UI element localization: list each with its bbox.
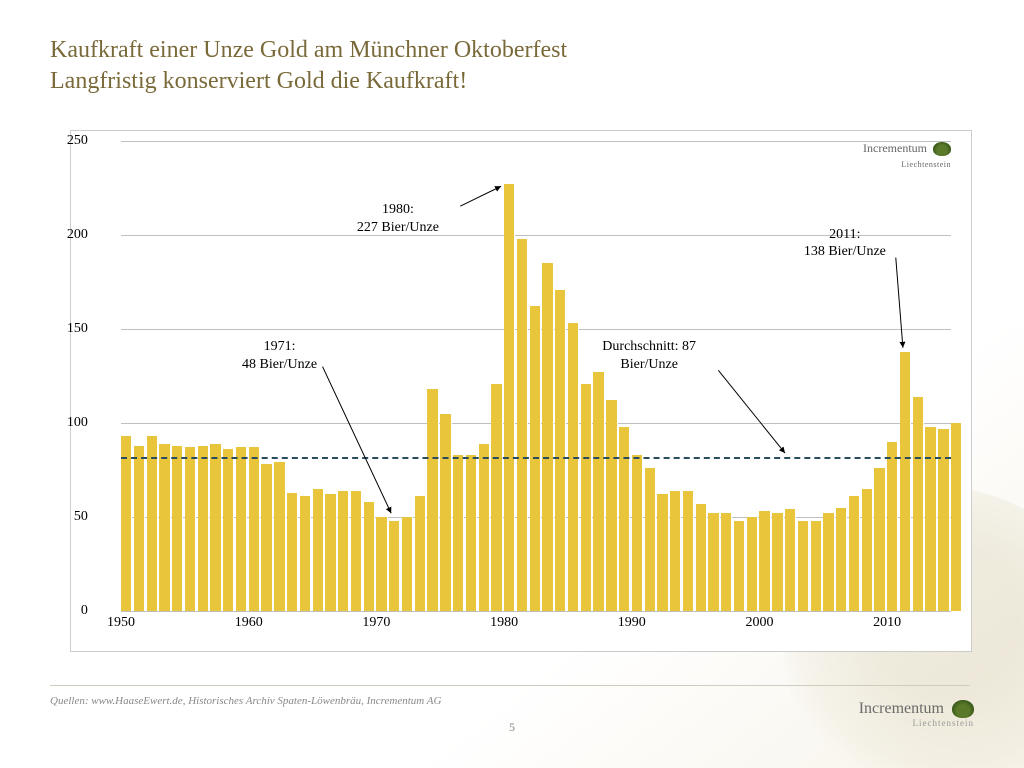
title-line-1: Kaufkraft einer Unze Gold am Münchner Ok… (50, 37, 567, 63)
bar (147, 436, 158, 611)
bar (606, 400, 617, 611)
bar (440, 414, 451, 611)
footer-brand-name: Incrementum (859, 700, 944, 717)
bar (453, 455, 464, 611)
divider (50, 685, 970, 686)
ytick-label: 50 (48, 509, 88, 525)
bar (249, 447, 260, 611)
bar (619, 427, 630, 611)
page-title: Kaufkraft einer Unze Gold am Münchner Ok… (50, 35, 567, 97)
annotation-1971: 1971: 48 Bier/Unze (242, 338, 317, 373)
bar (198, 446, 209, 611)
annotation-2011: 2011: 138 Bier/Unze (804, 226, 886, 261)
bar (427, 389, 438, 611)
bar (351, 491, 362, 611)
bar (504, 184, 515, 611)
bar (210, 444, 221, 611)
bar (325, 494, 336, 611)
bar (887, 442, 898, 611)
bar (479, 444, 490, 611)
bar (913, 397, 924, 611)
bar (772, 513, 783, 611)
bar (862, 489, 873, 611)
bar (364, 502, 375, 611)
bar (415, 496, 426, 611)
bar (696, 504, 707, 611)
bar (747, 517, 758, 611)
footer-brand-sub: Liechtenstein (859, 718, 974, 728)
ytick-label: 100 (48, 415, 88, 431)
bar (632, 455, 643, 611)
bar (593, 372, 604, 611)
xtick-label: 1970 (362, 615, 390, 631)
bar (542, 263, 553, 611)
footer-brand: Incrementum Liechtenstein (859, 700, 974, 728)
xtick-label: 1990 (618, 615, 646, 631)
bar (555, 290, 566, 611)
gridline (121, 611, 951, 612)
bar (274, 462, 285, 611)
gridline (121, 141, 951, 142)
tree-icon (952, 700, 974, 718)
annotation-average: Durchschnitt: 87 Bier/Unze (602, 338, 696, 373)
bar (466, 455, 477, 611)
xtick-label: 1950 (107, 615, 135, 631)
chart-plot: 1980: 227 Bier/Unze 1971: 48 Bier/Unze D… (121, 141, 951, 611)
bar (376, 517, 387, 611)
bar (734, 521, 745, 611)
xtick-label: 2000 (745, 615, 773, 631)
ytick-label: 0 (48, 603, 88, 619)
bar (581, 384, 592, 611)
bar (785, 509, 796, 611)
xtick-label: 1980 (490, 615, 518, 631)
xtick-label: 1960 (235, 615, 263, 631)
bar (670, 491, 681, 611)
bar (402, 517, 413, 611)
title-line-2: Langfristig konserviert Gold die Kaufkra… (50, 68, 467, 94)
bar (900, 352, 911, 611)
bar (759, 511, 770, 611)
bar (925, 427, 936, 611)
bar (811, 521, 822, 611)
bar (798, 521, 809, 611)
bar (313, 489, 324, 611)
bar (389, 521, 400, 611)
bar (951, 423, 962, 611)
bar (721, 513, 732, 611)
bar (134, 446, 145, 611)
bar (491, 384, 502, 611)
bar (517, 239, 528, 611)
bar (338, 491, 349, 611)
bar (568, 323, 579, 611)
bar (236, 447, 247, 611)
bar (683, 491, 694, 611)
bar (823, 513, 834, 611)
slide: Kaufkraft einer Unze Gold am Münchner Ok… (0, 0, 1024, 768)
ytick-label: 250 (48, 133, 88, 149)
xtick-label: 2010 (873, 615, 901, 631)
average-line (121, 457, 951, 459)
bar (287, 493, 298, 611)
annotation-1980: 1980: 227 Bier/Unze (357, 201, 439, 236)
bar (708, 513, 719, 611)
bar (185, 447, 196, 611)
bar (261, 464, 272, 611)
ytick-label: 200 (48, 227, 88, 243)
bar (645, 468, 656, 611)
bar (836, 508, 847, 611)
bar (172, 446, 183, 611)
bar (874, 468, 885, 611)
bar (223, 449, 234, 611)
bar (121, 436, 132, 611)
ytick-label: 150 (48, 321, 88, 337)
chart-container: Incrementum Liechtenstein 1980: 227 Bier… (70, 130, 972, 652)
bar (657, 494, 668, 611)
sources-text: Quellen: www.HaaseEwert.de, Historisches… (50, 695, 441, 707)
bar (849, 496, 860, 611)
bar (159, 444, 170, 611)
bar (300, 496, 311, 611)
